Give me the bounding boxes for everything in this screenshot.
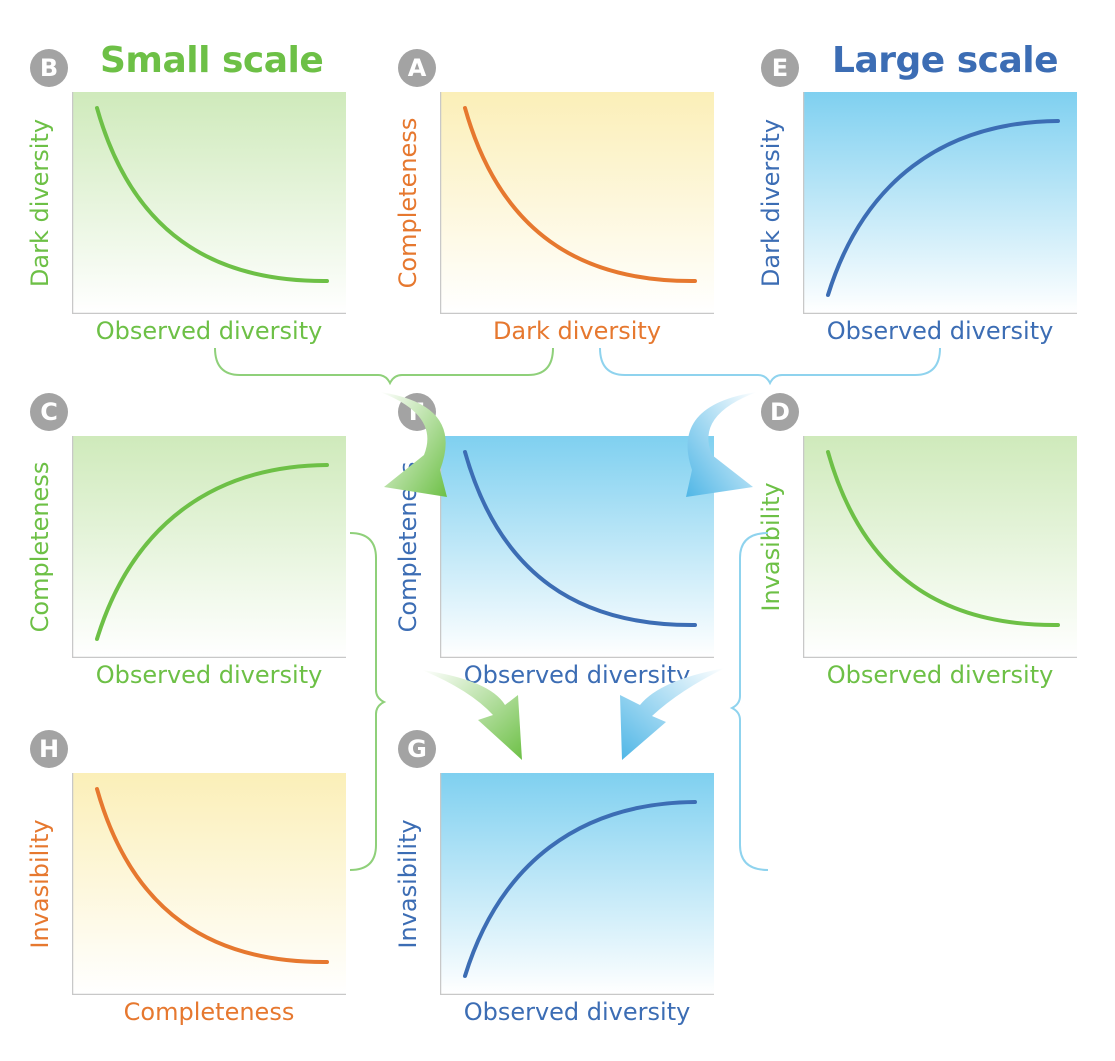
panel-badge-C: C <box>30 393 68 431</box>
blue-bracket-top <box>599 347 941 386</box>
panel-badge-E: E <box>761 49 799 87</box>
panel-plot-E <box>803 92 1077 314</box>
y-axis-label-F: Completeness <box>394 461 422 633</box>
plot-background <box>803 436 1077 657</box>
green-bracket-top <box>214 347 554 386</box>
plot-axes <box>72 92 346 314</box>
curve-decreasing <box>463 106 697 284</box>
panel-plot-H <box>72 773 346 995</box>
panel-badge-A: A <box>398 49 436 87</box>
curve-decreasing <box>95 106 329 284</box>
plot-background <box>72 773 346 994</box>
plot-axes <box>440 773 714 995</box>
x-axis-label-B: Observed diversity <box>95 317 323 345</box>
y-axis-label-A: Completeness <box>394 117 422 289</box>
plot-background <box>440 773 714 994</box>
y-axis-label-H: Invasibility <box>26 819 54 949</box>
plot-background <box>440 92 714 313</box>
panel-plot-B <box>72 92 346 314</box>
panel-plot-G <box>440 773 714 995</box>
plot-axes <box>440 92 714 314</box>
green-bracket-side <box>349 532 387 871</box>
panel-plot-A <box>440 92 714 314</box>
x-axis-label-H: Completeness <box>123 998 295 1026</box>
panel-B <box>72 92 346 314</box>
x-axis-label-A: Dark diversity <box>492 317 662 345</box>
x-axis-label-E: Observed diversity <box>826 317 1054 345</box>
plot-axes <box>440 436 714 658</box>
panel-E <box>803 92 1077 314</box>
y-axis-label-E: Dark diversity <box>757 118 785 288</box>
plot-background <box>72 436 346 657</box>
panel-plot-C <box>72 436 346 658</box>
plot-axes <box>803 92 1077 314</box>
plot-axes <box>72 773 346 995</box>
y-axis-label-C: Completeness <box>26 461 54 633</box>
panel-badge-D: D <box>761 393 799 431</box>
y-axis-label-B: Dark diversity <box>26 118 54 288</box>
panel-badge-F: F <box>398 393 436 431</box>
panel-plot-F <box>440 436 714 658</box>
x-axis-label-D: Observed diversity <box>826 661 1054 689</box>
panel-F <box>440 436 714 658</box>
panel-badge-H: H <box>30 730 68 768</box>
panel-G <box>440 773 714 995</box>
panel-C <box>72 436 346 658</box>
y-axis-label-D: Invasibility <box>757 482 785 612</box>
x-axis-label-F: Observed diversity <box>463 661 691 689</box>
large-scale-title: Large scale <box>832 40 1059 81</box>
x-axis-label-G: Observed diversity <box>463 998 691 1026</box>
plot-background <box>72 92 346 313</box>
panel-H <box>72 773 346 995</box>
panel-badge-B: B <box>30 49 68 87</box>
x-axis-label-C: Observed diversity <box>95 661 323 689</box>
curve-decreasing <box>95 787 329 965</box>
y-axis-label-G: Invasibility <box>394 819 422 949</box>
plot-background <box>440 436 714 657</box>
curve-increasing <box>463 800 697 978</box>
curve-increasing <box>95 463 329 641</box>
small-scale-title: Small scale <box>100 40 324 81</box>
panel-badge-G: G <box>398 730 436 768</box>
plot-axes <box>803 436 1077 658</box>
panel-plot-D <box>803 436 1077 658</box>
plot-axes <box>72 436 346 658</box>
curve-decreasing <box>826 450 1060 628</box>
panel-D <box>803 436 1077 658</box>
curve-decreasing <box>463 450 697 628</box>
curve-increasing <box>826 119 1060 297</box>
plot-background <box>803 92 1077 313</box>
panel-A <box>440 92 714 314</box>
